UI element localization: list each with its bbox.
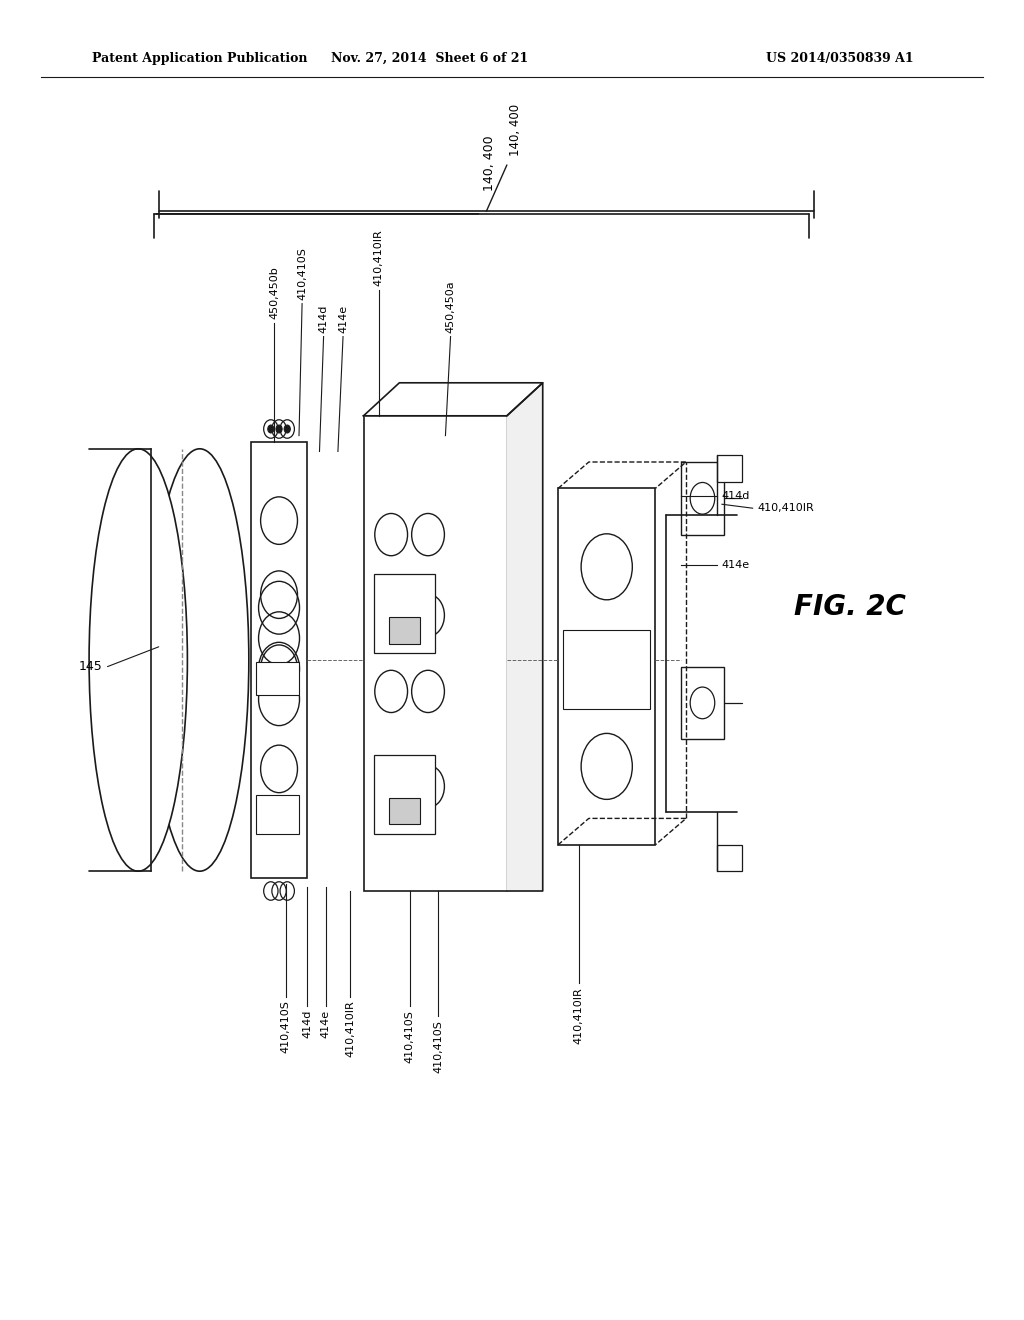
- Text: 410,410IR: 410,410IR: [345, 1001, 355, 1057]
- Circle shape: [285, 425, 291, 433]
- Bar: [374, 574, 435, 653]
- Text: 410,410IR: 410,410IR: [573, 987, 584, 1044]
- Bar: [717, 845, 742, 871]
- Text: 450,450b: 450,450b: [269, 267, 280, 319]
- Text: 414e: 414e: [722, 560, 750, 570]
- Text: Nov. 27, 2014  Sheet 6 of 21: Nov. 27, 2014 Sheet 6 of 21: [332, 51, 528, 65]
- Bar: [389, 618, 420, 644]
- Text: Patent Application Publication: Patent Application Publication: [92, 51, 307, 65]
- Text: 140, 400: 140, 400: [483, 136, 496, 191]
- Polygon shape: [507, 383, 543, 891]
- Text: 414e: 414e: [338, 305, 348, 333]
- Bar: [251, 442, 307, 878]
- Text: 410,410S: 410,410S: [297, 247, 307, 300]
- Circle shape: [276, 425, 283, 433]
- Text: 414d: 414d: [318, 305, 329, 333]
- Text: 450,450a: 450,450a: [445, 280, 456, 333]
- Text: 140, 400: 140, 400: [509, 104, 522, 156]
- Text: 410,410S: 410,410S: [281, 1001, 291, 1053]
- Bar: [389, 799, 420, 825]
- Bar: [256, 795, 299, 834]
- Circle shape: [268, 425, 274, 433]
- Bar: [374, 755, 435, 834]
- Text: 414d: 414d: [722, 491, 751, 502]
- Ellipse shape: [151, 449, 249, 871]
- Bar: [364, 416, 507, 891]
- Bar: [717, 455, 742, 482]
- Text: 410,410IR: 410,410IR: [374, 230, 384, 286]
- Bar: [558, 488, 655, 845]
- Text: 410,410IR: 410,410IR: [758, 503, 814, 513]
- Text: US 2014/0350839 A1: US 2014/0350839 A1: [766, 51, 913, 65]
- Text: 410,410S: 410,410S: [433, 1020, 443, 1073]
- Bar: [256, 661, 299, 694]
- Bar: [563, 630, 650, 709]
- Text: 414e: 414e: [321, 1010, 331, 1038]
- Bar: [681, 462, 724, 535]
- Text: FIG. 2C: FIG. 2C: [794, 593, 906, 622]
- Text: 414d: 414d: [302, 1010, 312, 1038]
- Text: 410,410S: 410,410S: [404, 1010, 415, 1063]
- Polygon shape: [364, 383, 543, 416]
- Ellipse shape: [89, 449, 187, 871]
- Bar: [681, 667, 724, 739]
- Text: 145: 145: [79, 660, 102, 673]
